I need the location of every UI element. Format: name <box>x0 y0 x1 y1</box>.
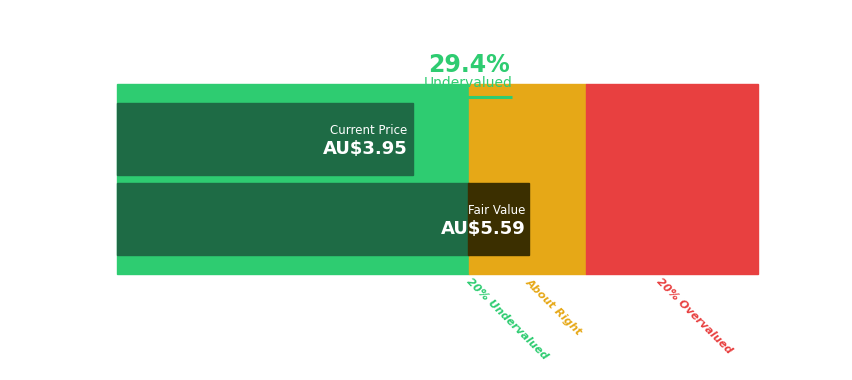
Bar <box>117 84 468 274</box>
Bar <box>468 84 585 274</box>
Text: AU$5.59: AU$5.59 <box>440 220 525 238</box>
Bar <box>468 182 529 255</box>
Text: 29.4%: 29.4% <box>427 53 509 77</box>
Text: Undervalued: Undervalued <box>423 76 512 90</box>
Text: Current Price: Current Price <box>330 124 407 137</box>
Bar <box>117 182 468 255</box>
Bar <box>117 103 412 175</box>
Text: 20% Undervalued: 20% Undervalued <box>464 277 550 362</box>
Text: 20% Overvalued: 20% Overvalued <box>654 277 734 356</box>
Text: About Right: About Right <box>523 277 583 337</box>
Text: Fair Value: Fair Value <box>468 204 525 217</box>
Text: AU$3.95: AU$3.95 <box>322 140 407 158</box>
Bar <box>585 84 757 274</box>
